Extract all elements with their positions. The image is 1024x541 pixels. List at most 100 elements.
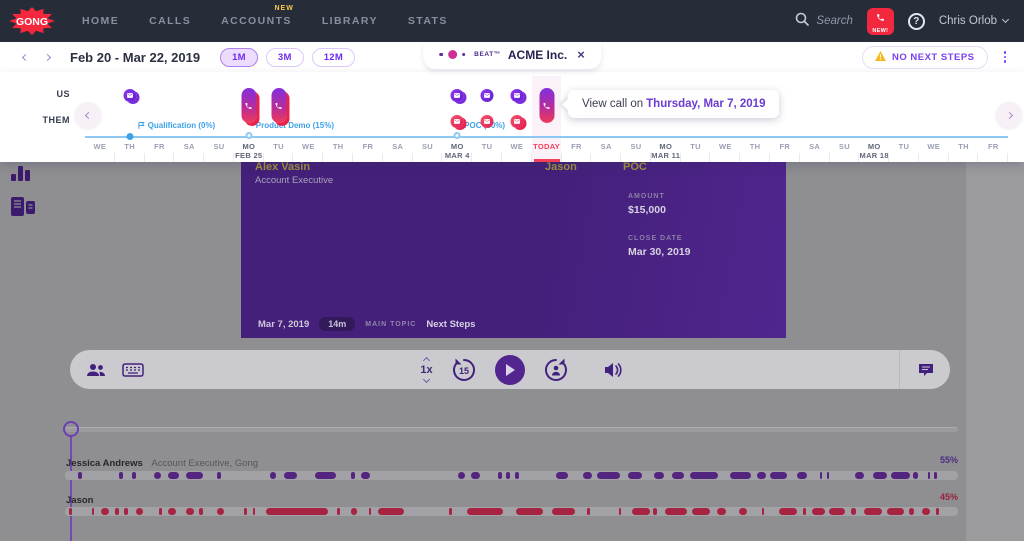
talk-segment	[270, 472, 276, 479]
playback-speed-stepper[interactable]: 1x	[420, 356, 433, 383]
call-event-icon[interactable]	[241, 88, 257, 123]
day-column-today[interactable]: TODAY	[532, 138, 562, 162]
day-column[interactable]: FR	[770, 138, 800, 162]
prev-period-button[interactable]	[14, 46, 36, 68]
playback-progress-bar[interactable]	[65, 427, 958, 432]
nav-item-accounts-label: ACCOUNTS	[221, 15, 292, 27]
deal-stage-label: POC	[623, 161, 647, 173]
day-column[interactable]: WE	[293, 138, 324, 162]
skip-to-next-speaker-button[interactable]	[543, 357, 569, 383]
day-column[interactable]: SU	[621, 138, 651, 162]
email-event-icon[interactable]	[510, 115, 524, 128]
talk-segment	[466, 508, 503, 515]
speaker-talk-track[interactable]	[65, 507, 958, 516]
day-column[interactable]: WE	[502, 138, 532, 162]
day-column[interactable]: SA	[800, 138, 830, 162]
speaker-talk-track[interactable]	[65, 471, 958, 480]
main-topic-value: Next Steps	[426, 318, 476, 330]
playhead-handle[interactable]	[63, 421, 79, 437]
beat-dot-icon	[447, 50, 457, 59]
deals-board-sidebar-icon[interactable]	[10, 196, 36, 223]
email-event-icon[interactable]	[480, 89, 494, 102]
talk-segment	[891, 472, 910, 479]
talk-segment	[216, 472, 222, 479]
day-column[interactable]: TU	[681, 138, 711, 162]
day-column[interactable]: SU	[204, 138, 234, 162]
timeline-scroll-left-button[interactable]	[75, 102, 101, 128]
email-event-icon[interactable]	[450, 115, 464, 128]
day-column[interactable]: FR	[978, 138, 1009, 162]
timeline-area: Qualification (0%) Product Demo (15%) POC …	[85, 72, 1009, 162]
rewind-15-button[interactable]: 15	[451, 357, 477, 383]
day-column[interactable]: TH	[949, 138, 979, 162]
nav-item-stats[interactable]: STATS	[407, 15, 448, 27]
help-button[interactable]: ?	[907, 12, 925, 30]
day-column[interactable]: SA	[174, 138, 204, 162]
new-feature-badge: NEW	[274, 5, 294, 12]
call-event-icon[interactable]	[539, 88, 554, 123]
email-event-icon[interactable]	[450, 89, 464, 102]
talk-segment	[243, 508, 248, 515]
day-column[interactable]: TH	[740, 138, 770, 162]
day-column[interactable]: WE	[919, 138, 949, 162]
search-box[interactable]: Search	[795, 12, 853, 31]
talk-segment	[154, 472, 162, 479]
range-12m-button[interactable]: 12M	[311, 47, 356, 67]
day-column[interactable]: SU	[413, 138, 443, 162]
close-icon[interactable]: ×	[577, 47, 585, 62]
play-button[interactable]	[494, 354, 525, 385]
day-column[interactable]: FR	[353, 138, 383, 162]
whats-new-button[interactable]: NEW!	[866, 7, 894, 35]
gong-logo[interactable]: GONG	[8, 6, 56, 36]
call-event-icon[interactable]	[271, 88, 287, 123]
search-placeholder: Search	[816, 15, 853, 27]
nav-item-home[interactable]: HOME	[82, 15, 120, 27]
day-column[interactable]: TH	[323, 138, 353, 162]
day-column[interactable]: MO MAR 11	[651, 138, 681, 162]
no-next-steps-badge[interactable]: NO NEXT STEPS	[861, 45, 988, 69]
search-icon	[795, 12, 810, 31]
nav-item-library[interactable]: LIBRARY	[321, 15, 378, 27]
email-event-icon[interactable]	[510, 89, 524, 102]
day-column[interactable]: SU	[830, 138, 860, 162]
day-column[interactable]: MO MAR 18	[859, 138, 889, 162]
day-column[interactable]: WE	[710, 138, 740, 162]
range-3m-button[interactable]: 3M	[265, 47, 304, 67]
timeline-scroll-right-button[interactable]	[996, 102, 1022, 128]
talk-segment	[198, 508, 203, 515]
account-tab[interactable]: BEAT™ ACME Inc. ×	[423, 42, 601, 69]
keyboard-shortcuts-icon[interactable]	[122, 362, 144, 377]
range-1m-button[interactable]: 1M	[220, 47, 258, 67]
beat-dot-icon	[461, 52, 466, 57]
day-column[interactable]: TU	[264, 138, 294, 162]
talk-segment	[908, 508, 915, 515]
email-event-icon[interactable]	[480, 115, 494, 128]
participants-icon[interactable]	[86, 363, 106, 377]
day-column[interactable]: MO FEB 25	[234, 138, 264, 162]
more-options-button[interactable]	[1000, 49, 1011, 65]
stage-progress-line	[85, 136, 1008, 138]
day-column[interactable]: TU	[472, 138, 502, 162]
day-column[interactable]: TU	[889, 138, 919, 162]
nav-item-calls[interactable]: CALLS	[149, 15, 192, 27]
user-name: Chris Orlob	[938, 15, 997, 27]
nav-item-accounts[interactable]: NEW ACCOUNTS	[221, 5, 293, 27]
call-video-panel[interactable]: Alex Vasin Account Executive Jason POC A…	[241, 161, 786, 338]
comments-button[interactable]	[918, 363, 934, 377]
day-column[interactable]: FR	[562, 138, 592, 162]
beat-dot-icon	[439, 52, 443, 57]
day-column[interactable]: TH	[115, 138, 145, 162]
day-column[interactable]: SA	[383, 138, 413, 162]
talk-segment	[136, 508, 143, 515]
day-column[interactable]: FR	[145, 138, 175, 162]
next-period-button[interactable]	[36, 46, 58, 68]
user-menu[interactable]: Chris Orlob	[938, 15, 1010, 27]
email-event-icon[interactable]	[123, 89, 137, 102]
day-column[interactable]: WE	[85, 138, 115, 162]
day-column[interactable]: SA	[591, 138, 621, 162]
talk-segment	[361, 472, 370, 479]
volume-icon[interactable]	[603, 362, 623, 378]
stats-sidebar-icon[interactable]	[10, 164, 32, 187]
page-edge	[966, 162, 1024, 541]
day-column[interactable]: MO MAR 4	[442, 138, 472, 162]
